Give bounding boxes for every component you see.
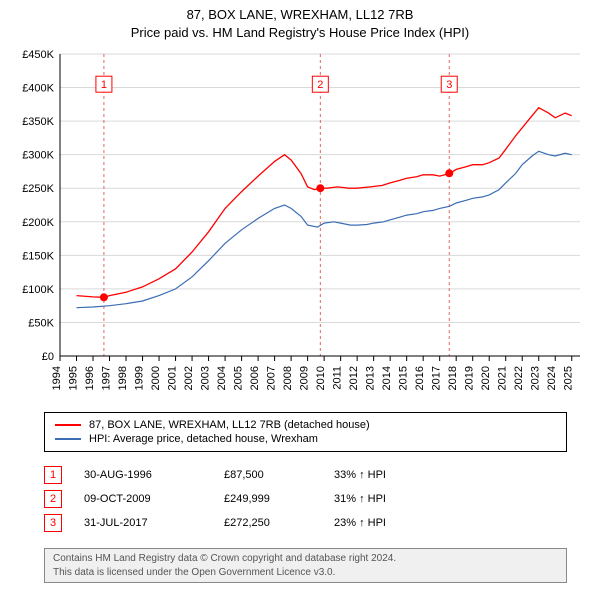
svg-text:2004: 2004 (216, 366, 228, 390)
svg-text:1: 1 (101, 79, 107, 91)
svg-text:£200K: £200K (22, 217, 54, 229)
legend-swatch (55, 424, 81, 426)
sale-pct: 23% ↑ HPI (334, 517, 454, 529)
sale-badge: 3 (44, 514, 62, 532)
svg-text:2013: 2013 (365, 366, 377, 390)
legend-label: HPI: Average price, detached house, Wrex… (89, 433, 318, 445)
legend-row: HPI: Average price, detached house, Wrex… (55, 433, 556, 445)
svg-text:1996: 1996 (84, 366, 96, 390)
sale-price: £249,999 (224, 493, 334, 505)
svg-text:2010: 2010 (315, 366, 327, 390)
svg-text:2005: 2005 (233, 366, 245, 390)
svg-text:2014: 2014 (381, 366, 393, 390)
svg-text:1994: 1994 (51, 366, 63, 390)
svg-text:2019: 2019 (464, 366, 476, 390)
sale-badge: 2 (44, 490, 62, 508)
legend-swatch (55, 438, 81, 440)
sale-price: £87,500 (224, 469, 334, 481)
sale-price: £272,250 (224, 517, 334, 529)
license-line: Contains HM Land Registry data © Crown c… (53, 552, 558, 566)
page-container: 87, BOX LANE, WREXHAM, LL12 7RB Price pa… (0, 0, 600, 590)
subtitle: Price paid vs. HM Land Registry's House … (0, 24, 600, 42)
sale-row: 2 09-OCT-2009 £249,999 31% ↑ HPI (44, 490, 567, 508)
sale-date: 09-OCT-2009 (84, 493, 224, 505)
svg-text:£100K: £100K (22, 284, 54, 296)
svg-text:£250K: £250K (22, 183, 54, 195)
svg-text:£400K: £400K (22, 83, 54, 95)
svg-text:2007: 2007 (266, 366, 278, 390)
svg-text:2012: 2012 (348, 366, 360, 390)
svg-text:2017: 2017 (431, 366, 443, 390)
svg-text:2008: 2008 (282, 366, 294, 390)
sale-date: 31-JUL-2017 (84, 517, 224, 529)
legend-row: 87, BOX LANE, WREXHAM, LL12 7RB (detache… (55, 419, 556, 431)
sale-row: 1 30-AUG-1996 £87,500 33% ↑ HPI (44, 466, 567, 484)
svg-text:1999: 1999 (134, 366, 146, 390)
svg-text:2016: 2016 (414, 366, 426, 390)
svg-text:2006: 2006 (249, 366, 261, 390)
svg-text:2024: 2024 (546, 366, 558, 390)
sale-date: 30-AUG-1996 (84, 469, 224, 481)
svg-text:£300K: £300K (22, 150, 54, 162)
legend-label: 87, BOX LANE, WREXHAM, LL12 7RB (detache… (89, 419, 370, 431)
svg-text:£50K: £50K (28, 317, 54, 329)
svg-text:£450K: £450K (22, 49, 54, 61)
svg-text:1998: 1998 (117, 366, 129, 390)
license-box: Contains HM Land Registry data © Crown c… (44, 548, 567, 583)
sale-pct: 31% ↑ HPI (334, 493, 454, 505)
sale-pct: 33% ↑ HPI (334, 469, 454, 481)
chart-area: £0 £50K £100K £150K £200K £250K £300K £350K £400… (10, 46, 590, 406)
sales-table: 1 30-AUG-1996 £87,500 33% ↑ HPI 2 09-OCT… (44, 460, 567, 538)
svg-text:£0: £0 (42, 351, 54, 363)
svg-text:2022: 2022 (513, 366, 525, 390)
license-line: This data is licensed under the Open Gov… (53, 566, 558, 580)
price-chart: £0 £50K £100K £150K £200K £250K £300K £350K £400… (10, 46, 590, 406)
svg-text:3: 3 (446, 79, 452, 91)
svg-text:2018: 2018 (447, 366, 459, 390)
svg-text:2023: 2023 (530, 366, 542, 390)
sale-row: 3 31-JUL-2017 £272,250 23% ↑ HPI (44, 514, 567, 532)
address-title: 87, BOX LANE, WREXHAM, LL12 7RB (0, 6, 600, 24)
title-block: 87, BOX LANE, WREXHAM, LL12 7RB Price pa… (0, 0, 600, 41)
svg-text:1997: 1997 (101, 366, 113, 390)
svg-text:1995: 1995 (68, 366, 80, 390)
svg-text:2: 2 (317, 79, 323, 91)
svg-text:2020: 2020 (480, 366, 492, 390)
svg-text:2011: 2011 (332, 366, 344, 390)
svg-text:2009: 2009 (299, 366, 311, 390)
svg-text:2001: 2001 (167, 366, 179, 390)
svg-text:2021: 2021 (497, 366, 509, 390)
svg-text:2002: 2002 (183, 366, 195, 390)
svg-text:£150K: £150K (22, 250, 54, 262)
svg-text:2025: 2025 (563, 366, 575, 390)
svg-text:2015: 2015 (398, 366, 410, 390)
legend-box: 87, BOX LANE, WREXHAM, LL12 7RB (detache… (44, 412, 567, 452)
sale-badge: 1 (44, 466, 62, 484)
svg-text:2003: 2003 (200, 366, 212, 390)
svg-text:2000: 2000 (150, 366, 162, 390)
svg-text:£350K: £350K (22, 116, 54, 128)
